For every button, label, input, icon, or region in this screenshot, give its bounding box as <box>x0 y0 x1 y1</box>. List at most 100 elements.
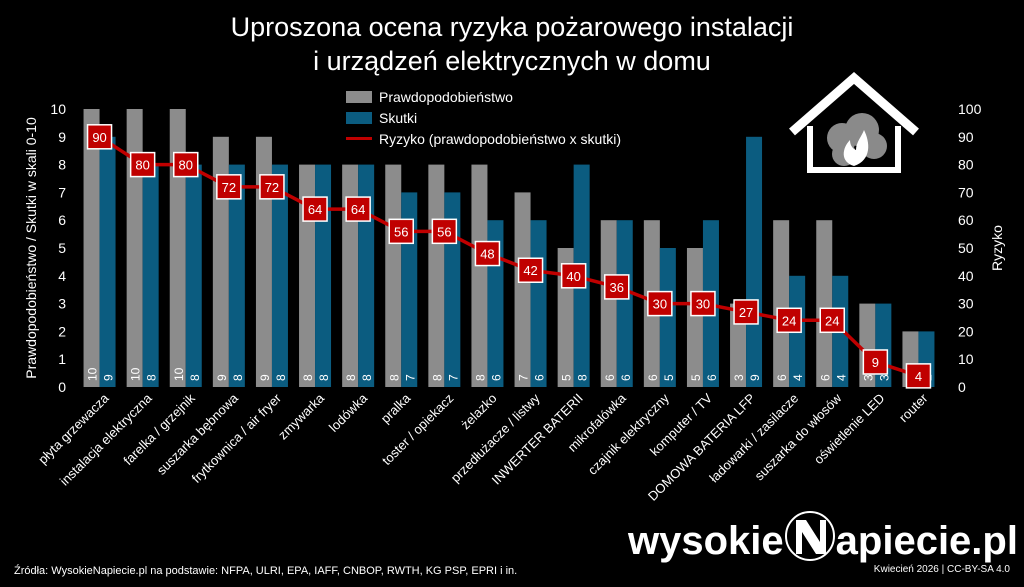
y2-tick-label: 20 <box>958 323 974 339</box>
risk-point <box>431 218 458 245</box>
bar-label-prob: 7 <box>517 374 531 381</box>
bar-eff <box>142 164 159 387</box>
y2-tick-label: 30 <box>958 296 974 312</box>
house-fire-icon <box>789 72 919 173</box>
chart-title-line2: i urządzeń elektrycznych w domu <box>313 46 711 76</box>
bar-eff <box>185 164 202 387</box>
bar-label-eff: 7 <box>403 374 417 381</box>
bar-label-eff: 8 <box>188 374 202 381</box>
bar-prob <box>126 109 143 387</box>
risk-point <box>604 274 630 300</box>
bar-prob <box>773 220 790 387</box>
risk-value-label: 30 <box>653 297 667 312</box>
y2-tick-label: 50 <box>958 240 974 256</box>
legend-swatch-prob <box>346 90 372 103</box>
risk-value-label: 80 <box>179 158 193 173</box>
risk-value-label: 36 <box>610 280 624 295</box>
risk-value-label: 24 <box>782 313 796 328</box>
legend-swatch-eff <box>346 111 372 124</box>
risk-point <box>173 151 199 178</box>
y-tick-label: 4 <box>58 268 66 284</box>
bar-label-eff: 6 <box>705 374 719 381</box>
x-tick-label: zmywarka <box>275 390 328 443</box>
y-tick-label: 2 <box>58 323 66 339</box>
legend-item-prob: Prawdopodobieństwo <box>346 86 621 107</box>
risk-point <box>690 290 716 317</box>
bar-label-prob: 10 <box>129 367 143 381</box>
y2-tick-label: 60 <box>958 212 974 228</box>
bar-prob <box>83 109 100 387</box>
risk-point <box>733 299 759 325</box>
logo-text-part2: apiecie.pl <box>835 519 1018 563</box>
y-tick-label: 1 <box>58 351 66 367</box>
bar-label-eff: 7 <box>446 374 460 381</box>
risk-value-label: 48 <box>480 247 494 262</box>
legend: Prawdopodobieństwo Skutki Ryzyko (prawdo… <box>346 86 621 149</box>
legend-label-eff: Skutki <box>379 109 418 126</box>
risk-point <box>819 307 845 334</box>
risk-point <box>905 363 932 389</box>
bar-label-prob: 9 <box>215 374 229 381</box>
risk-point <box>776 307 802 334</box>
logo-n-emblem <box>784 508 836 564</box>
risk-value-label: 27 <box>739 305 753 320</box>
bar-eff <box>228 164 245 387</box>
bar-label-eff: 8 <box>145 374 159 381</box>
y2-tick-label: 90 <box>958 129 974 145</box>
risk-value-label: 80 <box>135 158 149 173</box>
bar-prob <box>169 109 186 387</box>
bar-label-prob: 6 <box>775 374 789 381</box>
bar-eff <box>659 248 676 387</box>
source-note: Źródła: WysokieNapiecie.pl na podstawie:… <box>14 565 518 577</box>
risk-point <box>560 263 587 289</box>
x-tick-label: żelazko <box>458 391 500 433</box>
bar-label-eff: 8 <box>274 374 288 381</box>
y2-tick-label: 80 <box>958 157 974 173</box>
y-tick-label: 7 <box>58 184 66 200</box>
risk-value-label: 64 <box>308 202 322 217</box>
risk-point <box>302 196 328 222</box>
risk-point <box>129 151 156 178</box>
bar-label-prob: 9 <box>258 374 272 381</box>
bar-prob <box>428 164 445 387</box>
bar-eff <box>271 164 288 387</box>
bar-label-prob: 8 <box>344 374 358 381</box>
risk-value-label: 42 <box>523 263 537 278</box>
risk-point <box>517 257 544 283</box>
legend-item-eff: Skutki <box>346 107 621 128</box>
bar-label-eff: 9 <box>102 374 116 381</box>
risk-value-label: 56 <box>394 224 408 239</box>
bar-label-eff: 5 <box>662 374 676 381</box>
y2-tick-label: 70 <box>958 184 974 200</box>
bar-label-prob: 8 <box>473 374 487 381</box>
risk-point <box>647 290 673 317</box>
bar-label-prob: 8 <box>301 374 315 381</box>
risk-value-label: 64 <box>351 202 365 217</box>
legend-label-risk: Ryzyko (prawdopodobieństwo x skutki) <box>379 130 621 147</box>
y-tick-label: 0 <box>58 379 66 395</box>
site-logo: wysokie apiecie.pl <box>628 508 1018 564</box>
bar-prob <box>514 192 531 387</box>
bar-prob <box>816 220 833 387</box>
y-tick-label: 8 <box>58 157 66 173</box>
y-tick-label: 9 <box>58 129 66 145</box>
footer-date-license: Kwiecień 2026 | CC-BY-SA 4.0 <box>873 564 1010 575</box>
x-tick-label: suszarka bębnowa <box>154 390 242 478</box>
y2-tick-label: 10 <box>958 351 974 367</box>
bar-label-eff: 6 <box>619 374 633 381</box>
bar-label-eff: 4 <box>834 374 848 381</box>
bar-label-eff: 9 <box>748 374 762 381</box>
risk-value-label: 72 <box>222 180 236 195</box>
y-axis-label: Prawdopodobieństwo / Skutki w skali 0-10 <box>23 117 39 379</box>
bar-label-eff: 3 <box>877 374 891 381</box>
risk-point <box>388 218 414 245</box>
bar-eff <box>746 136 763 387</box>
bar-label-prob: 3 <box>861 374 875 381</box>
bar-prob <box>385 164 402 387</box>
risk-value-label: 30 <box>696 297 710 312</box>
risk-value-label: 24 <box>825 313 839 328</box>
risk-value-label: 4 <box>915 369 922 384</box>
risk-value-label: 9 <box>872 355 879 370</box>
y-tick-label: 10 <box>50 101 66 117</box>
